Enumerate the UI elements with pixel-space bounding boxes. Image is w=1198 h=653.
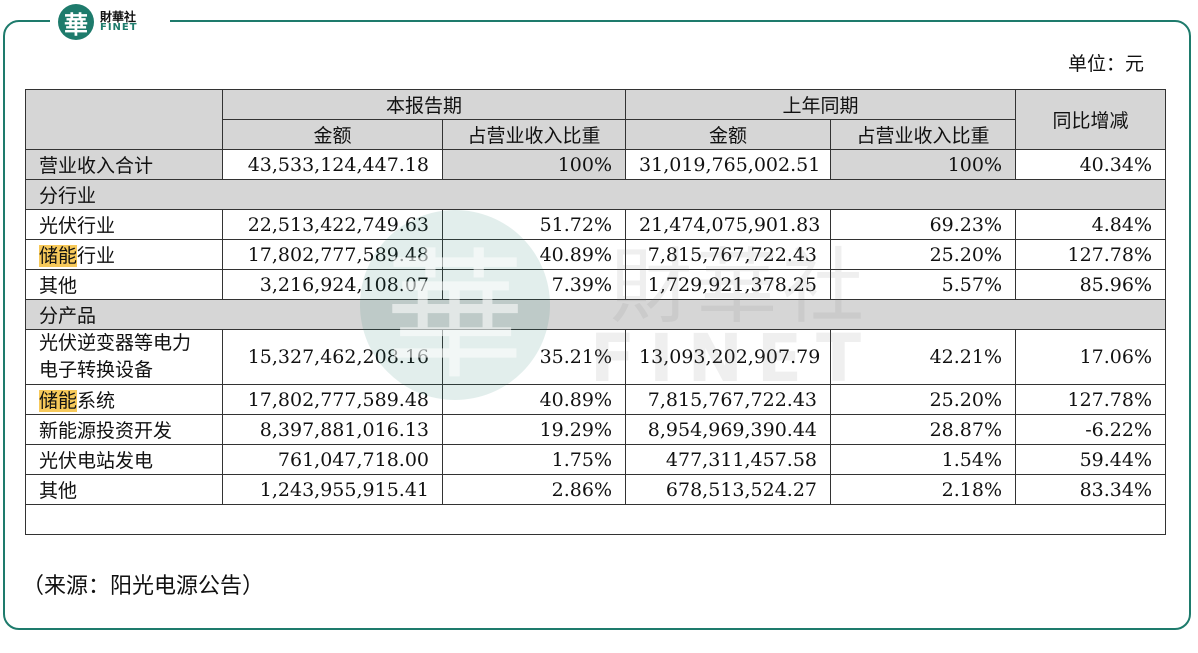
row-label: 营业收入合计 — [25, 149, 223, 180]
header-row-2: 金额 占营业收入比重 金额 占营业收入比重 — [26, 119, 1166, 150]
cell-cur-amount: 43,533,124,447.18 — [222, 149, 443, 180]
row-label-rest: 系统 — [77, 390, 116, 412]
cell-cur-ratio: 35.21% — [441, 329, 627, 385]
table-row: 其他 1,243,955,915.41 2.86% 678,513,524.27… — [25, 474, 1167, 505]
cell-prior-ratio: 28.87% — [830, 414, 1017, 445]
cell-cur-ratio: 40.89% — [441, 239, 627, 270]
logo-name-cn: 財華社 — [100, 10, 137, 24]
cell-prior-amount: 678,513,524.27 — [625, 474, 832, 505]
cell-prior-amount: 21,474,075,901.83 — [625, 209, 832, 240]
cell-yoy: 127.78% — [1015, 384, 1167, 415]
cell-cur-amount: 17,802,777,589.48 — [222, 239, 443, 270]
row-label: 储能行业 — [25, 239, 223, 270]
row-label: 光伏逆变器等电力 电子转换设备 — [25, 329, 223, 385]
header-prior-ratio: 占营业收入比重 — [830, 119, 1017, 150]
cell-yoy: 59.44% — [1015, 444, 1167, 475]
finet-logo: 華 財華社 FINET — [50, 0, 170, 44]
cell-prior-ratio: 2.18% — [830, 474, 1017, 505]
header-prior-period: 上年同期 — [625, 89, 1017, 120]
cell-prior-amount: 8,954,969,390.44 — [625, 414, 832, 445]
cell-cur-amount: 1,243,955,915.41 — [222, 474, 443, 505]
table-row: 光伏行业 22,513,422,749.63 51.72% 21,474,075… — [25, 209, 1167, 240]
unit-label: 单位：元 — [1067, 53, 1144, 75]
row-label: 其他 — [25, 474, 223, 505]
cell-cur-ratio: 51.72% — [441, 209, 627, 240]
content-frame — [3, 20, 1191, 630]
footer-cell — [24, 504, 1167, 535]
row-label: 储能系统 — [25, 384, 223, 415]
cell-prior-amount: 13,093,202,907.79 — [625, 329, 832, 385]
highlight-text: 储能 — [39, 390, 78, 412]
highlight-text: 储能 — [39, 245, 78, 267]
cell-prior-ratio: 25.20% — [830, 239, 1017, 270]
table-row: 光伏逆变器等电力 电子转换设备 15,327,462,208.16 35.21% … — [25, 329, 1167, 385]
header-cur-ratio: 占营业收入比重 — [441, 119, 627, 150]
cell-cur-ratio: 19.29% — [441, 414, 627, 445]
cell-prior-ratio: 100% — [830, 149, 1017, 180]
row-label: 光伏行业 — [25, 209, 223, 240]
cell-prior-amount: 7,815,767,722.43 — [625, 384, 832, 415]
cell-yoy: 17.06% — [1015, 329, 1167, 385]
table-row: 储能行业 17,802,777,589.48 40.89% 7,815,767,… — [25, 239, 1167, 270]
cell-yoy: 4.84% — [1015, 209, 1167, 240]
cell-yoy: -6.22% — [1015, 414, 1167, 445]
cell-yoy: 40.34% — [1015, 149, 1167, 180]
cell-prior-amount: 1,729,921,378.25 — [625, 269, 832, 300]
section-label: 分产品 — [24, 299, 1167, 330]
table-row: 储能系统 17,802,777,589.48 40.89% 7,815,767,… — [25, 384, 1167, 415]
source-note: （来源：阳光电源公告） — [22, 574, 265, 599]
row-label-rest: 行业 — [77, 245, 116, 267]
cell-cur-ratio: 2.86% — [441, 474, 627, 505]
cell-yoy: 127.78% — [1015, 239, 1167, 270]
header-yoy: 同比增减 — [1015, 89, 1167, 150]
cell-prior-amount: 7,815,767,722.43 — [625, 239, 832, 270]
table-row-total: 营业收入合计 43,533,124,447.18 100% 31,019,765… — [25, 149, 1167, 180]
header-prior-amount: 金额 — [625, 119, 832, 150]
row-label-line2: 电子转换设备 — [39, 359, 154, 381]
logo-name-en: FINET — [100, 22, 138, 33]
cell-prior-amount: 477,311,457.58 — [625, 444, 832, 475]
revenue-table: 本报告期 上年同期 同比增减 金额 占营业收入比重 金额 占营业收入比重 营业收… — [24, 89, 1167, 535]
cell-yoy: 85.96% — [1015, 269, 1167, 300]
header-current-period: 本报告期 — [221, 89, 627, 120]
row-label-line1: 光伏逆变器等电力 — [39, 332, 192, 354]
cell-prior-ratio: 42.21% — [830, 329, 1017, 385]
cell-cur-ratio: 1.75% — [441, 444, 627, 475]
row-label: 光伏电站发电 — [25, 444, 223, 475]
table-row: 其他 3,216,924,108.07 7.39% 1,729,921,378.… — [25, 269, 1167, 300]
cell-cur-amount: 15,327,462,208.16 — [222, 329, 443, 385]
header-cur-amount: 金额 — [222, 119, 443, 150]
header-row-1: 本报告期 上年同期 同比增减 — [25, 89, 1167, 150]
cell-cur-ratio: 100% — [441, 149, 627, 180]
row-label: 其他 — [25, 269, 223, 300]
table-row: 新能源投资开发 8,397,881,016.13 19.29% 8,954,96… — [25, 414, 1167, 445]
section-row-industry: 分行业 — [24, 179, 1167, 210]
cell-prior-ratio: 25.20% — [830, 384, 1017, 415]
cell-prior-amount: 31,019,765,002.51 — [625, 149, 832, 180]
cell-cur-amount: 22,513,422,749.63 — [222, 209, 443, 240]
cell-cur-amount: 761,047,718.00 — [222, 444, 443, 475]
cell-cur-ratio: 40.89% — [441, 384, 627, 415]
table-footer-strip — [24, 504, 1167, 535]
logo-mark-icon: 華 — [58, 4, 94, 40]
cell-prior-ratio: 5.57% — [830, 269, 1017, 300]
section-row-product: 分产品 — [24, 299, 1167, 330]
table-row: 光伏电站发电 761,047,718.00 1.75% 477,311,457.… — [25, 444, 1167, 475]
header-blank-cell — [25, 89, 223, 150]
cell-cur-amount: 17,802,777,589.48 — [222, 384, 443, 415]
cell-yoy: 83.34% — [1015, 474, 1167, 505]
cell-prior-ratio: 69.23% — [830, 209, 1017, 240]
cell-cur-ratio: 7.39% — [441, 269, 627, 300]
logo-text: 財華社 FINET — [100, 11, 138, 33]
section-label: 分行业 — [24, 179, 1167, 210]
cell-prior-ratio: 1.54% — [830, 444, 1017, 475]
cell-cur-amount: 8,397,881,016.13 — [222, 414, 443, 445]
row-label: 新能源投资开发 — [25, 414, 223, 445]
cell-cur-amount: 3,216,924,108.07 — [222, 269, 443, 300]
